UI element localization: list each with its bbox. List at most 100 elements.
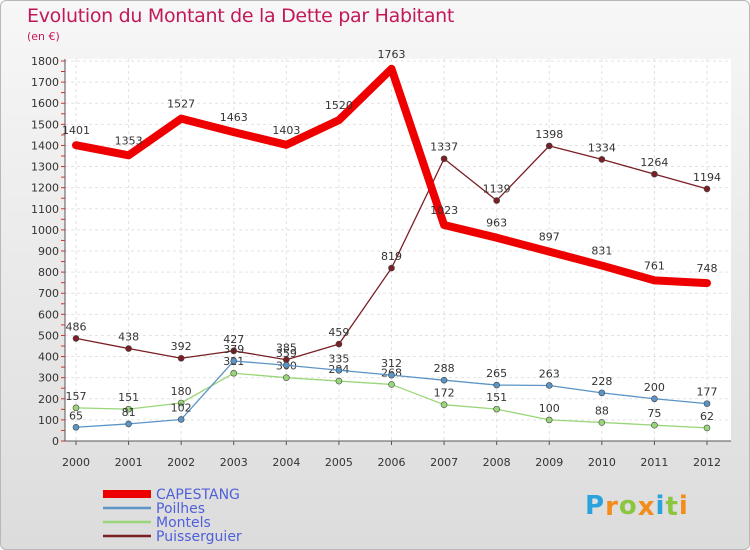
- data-point: [651, 170, 658, 178]
- data-point: [545, 416, 553, 424]
- data-label: 228: [591, 375, 612, 388]
- legend-entry: Montels: [156, 515, 211, 531]
- series-line: [72, 64, 711, 288]
- data-label: 1401: [62, 124, 90, 137]
- logo-letter: x: [637, 492, 656, 522]
- data-label: 102: [171, 401, 192, 414]
- x-tick-label: 2008: [483, 456, 511, 469]
- data-label: 1398: [535, 128, 563, 141]
- data-label: 1403: [272, 124, 300, 137]
- data-point: [72, 423, 80, 431]
- data-label: 748: [697, 262, 718, 275]
- x-tick-label: 2007: [430, 456, 458, 469]
- data-label: 1023: [430, 204, 458, 217]
- data-label: 761: [644, 259, 665, 272]
- data-label: 265: [486, 367, 507, 380]
- data-point: [72, 335, 80, 342]
- data-point: [177, 399, 185, 407]
- data-label: 62: [700, 410, 714, 423]
- y-tick-label: 0: [52, 435, 59, 448]
- data-point: [230, 347, 238, 355]
- data-label: 288: [434, 362, 455, 375]
- x-tick-label: 2009: [535, 456, 563, 469]
- data-point: [388, 264, 395, 272]
- data-point: [703, 400, 711, 407]
- legend-entry: Puisserguier: [156, 529, 242, 545]
- data-label: 438: [118, 331, 139, 344]
- data-label: 831: [591, 245, 612, 258]
- data-label: 200: [644, 381, 665, 394]
- data-label: 1763: [378, 48, 406, 61]
- data-point: [493, 405, 500, 413]
- y-tick-label: 700: [38, 287, 59, 300]
- data-label: 335: [328, 352, 349, 365]
- data-label: 157: [66, 390, 87, 403]
- data-point: [651, 395, 658, 403]
- y-tick-label: 500: [38, 329, 59, 342]
- legend-entry: Poilhes: [156, 501, 205, 517]
- data-label: 177: [697, 386, 718, 399]
- data-point: [545, 382, 553, 389]
- data-point: [440, 376, 448, 384]
- data-point: [493, 197, 500, 204]
- data-label: 486: [66, 320, 87, 333]
- y-tick-label: 800: [38, 266, 59, 279]
- logo-letter: t: [665, 492, 679, 522]
- data-label: 459: [328, 326, 349, 339]
- data-point: [230, 369, 238, 377]
- data-label: 963: [486, 217, 507, 230]
- data-label: 1463: [220, 111, 248, 124]
- x-tick-label: 2002: [167, 456, 195, 469]
- logo-letter: i: [655, 491, 666, 521]
- data-point: [598, 389, 606, 397]
- data-point: [598, 419, 606, 426]
- data-point: [388, 371, 395, 379]
- series-capestang: 1401 1353 1527 1463 1403 1520 1763 1023 963 897 83…: [62, 48, 718, 288]
- data-point: [177, 416, 185, 423]
- chart-title: Evolution du Montant de la Dette par Hab…: [27, 5, 455, 27]
- y-tick-label: 1700: [31, 76, 59, 89]
- data-label: 75: [647, 407, 661, 420]
- data-point: [493, 381, 500, 389]
- series-puisserguier: 486 438 392 427 385 459 819 1337 1139 1398 1334 126…: [66, 128, 721, 364]
- data-point: [283, 361, 290, 369]
- y-tick-label: 1400: [31, 139, 59, 152]
- data-label: 172: [434, 387, 455, 400]
- data-label: 1334: [588, 141, 616, 154]
- x-tick-label: 2006: [378, 456, 406, 469]
- data-label: 151: [118, 391, 139, 404]
- logo-letter: i: [678, 491, 689, 521]
- data-point: [335, 377, 343, 385]
- chart-subtitle: (en €): [27, 30, 60, 43]
- y-tick-label: 1600: [31, 97, 59, 110]
- x-tick-label: 2005: [325, 456, 353, 469]
- data-point: [545, 142, 553, 150]
- data-point: [440, 155, 448, 163]
- y-tick-label: 200: [38, 393, 59, 406]
- y-tick-label: 1100: [31, 203, 59, 216]
- x-tick-label: 2011: [640, 456, 668, 469]
- data-label: 427: [223, 333, 244, 346]
- data-point: [703, 424, 711, 432]
- data-point: [125, 345, 132, 352]
- series-poilhes: 65 81 102 379 359 335 312 288 265 263 228 200 177: [69, 343, 718, 431]
- x-tick-label: 2001: [115, 456, 143, 469]
- logo-letter: o: [618, 491, 638, 521]
- data-label: 1353: [115, 134, 143, 147]
- data-label: 100: [539, 402, 560, 415]
- data-point: [125, 420, 132, 428]
- x-tick-label: 2012: [693, 456, 721, 469]
- data-label: 312: [381, 357, 402, 370]
- data-label: 1337: [430, 141, 458, 154]
- data-label: 88: [595, 404, 609, 417]
- logo-letter: r: [605, 492, 619, 522]
- x-tick-label: 2003: [220, 456, 248, 469]
- y-tick-label: 1500: [31, 118, 59, 131]
- y-tick-label: 600: [38, 308, 59, 321]
- data-label: 263: [539, 367, 560, 380]
- data-label: 359: [276, 347, 297, 360]
- data-label: 81: [122, 406, 136, 419]
- data-label: 392: [171, 340, 192, 353]
- logo-letter: P: [585, 491, 606, 521]
